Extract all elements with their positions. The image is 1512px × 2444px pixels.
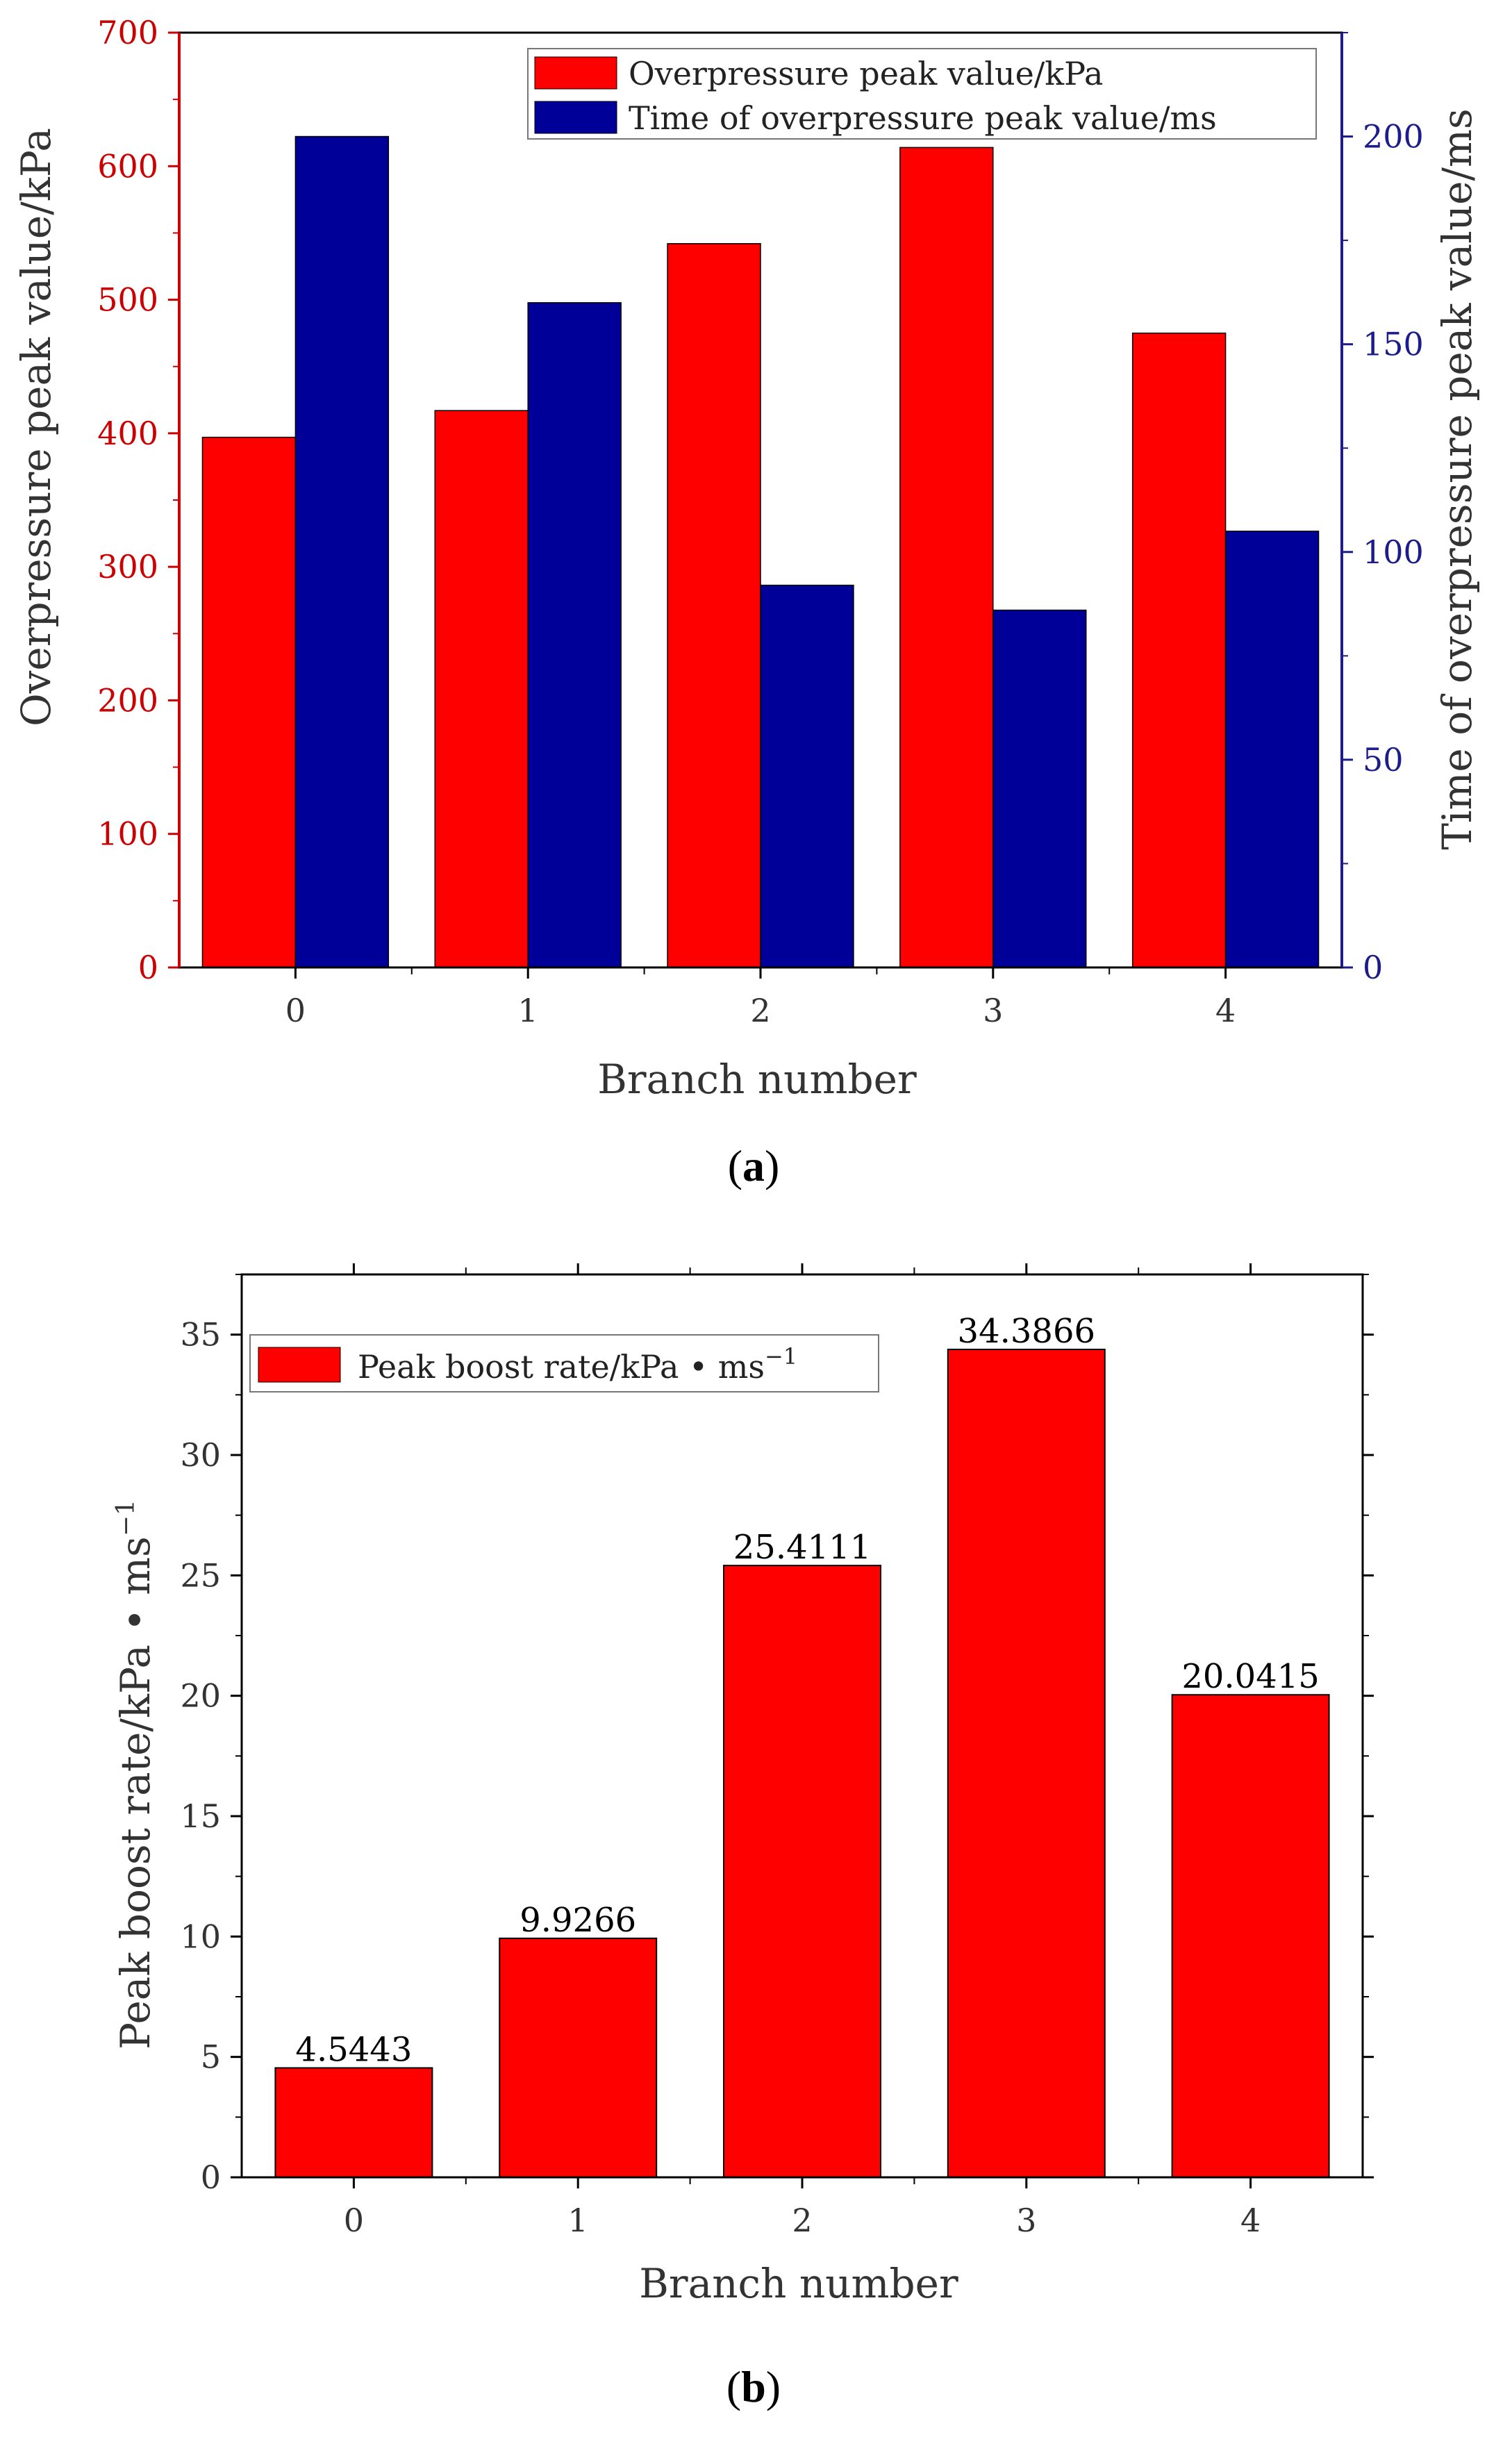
y-right-tick-label-a: 200 (1363, 118, 1424, 156)
chart-panel-b: 0 1 2 3 4 0 5 10 15 20 25 30 35 4.5443 9.9266 25.4111 3… (112, 1263, 1374, 2411)
y-right-tick-label-a: 150 (1363, 326, 1424, 363)
y-tick-label-b: 5 (201, 2038, 221, 2076)
chart-a-legend-box (527, 48, 1317, 140)
bar-overpressure-branch-0 (201, 436, 297, 968)
y-left-tick-label-a: 400 (97, 415, 158, 452)
y-left-tick-label-a: 0 (138, 949, 158, 986)
y-left-tick-label-a: 300 (97, 548, 158, 585)
bar-boost-rate-branch-2 (723, 1565, 881, 2178)
bar-boost-rate-branch-3 (947, 1348, 1106, 2178)
bar-time-branch-0 (294, 135, 390, 968)
x-tick-label-b-1: 1 (568, 2202, 588, 2239)
y-right-tick-label-a: 0 (1363, 949, 1383, 986)
bar-boost-rate-branch-0 (274, 2067, 433, 2179)
data-label-branch-0: 4.5443 (295, 2030, 412, 2069)
bar-time-branch-3 (992, 609, 1087, 968)
x-tick-label-a-4: 4 (1215, 992, 1236, 1029)
y-tick-label-b: 25 (180, 1556, 221, 1594)
y-tick-label-b: 15 (180, 1797, 221, 1835)
y-left-tick-label-a: 200 (97, 681, 158, 719)
y-tick-label-b: 10 (180, 1918, 221, 1955)
chart-b-legend-swatch (258, 1347, 341, 1383)
x-tick-label-a-3: 3 (983, 992, 1003, 1029)
bar-overpressure-branch-2 (667, 243, 761, 968)
bar-overpressure-branch-3 (899, 147, 994, 968)
chart-b-tick-labels: 0 1 2 3 4 0 5 10 15 20 25 30 35 (180, 1316, 1261, 2239)
chart-b-data-labels: 4.5443 9.9266 25.4111 34.3866 20.0415 (295, 1312, 1319, 2070)
y-left-tick-label-a: 100 (97, 815, 158, 853)
chart-a-legend: Overpressure peak value/kPa Time of over… (527, 48, 1317, 140)
bar-overpressure-branch-1 (434, 410, 529, 968)
bar-overpressure-branch-4 (1131, 332, 1227, 968)
y-left-tick-label-a: 600 (97, 147, 158, 185)
bar-boost-rate-branch-4 (1171, 1694, 1330, 2178)
chart-b-bars (274, 1348, 1330, 2179)
y-tick-label-b: 20 (180, 1677, 221, 1715)
chart-a-legend-label-time: Time of overpressure peak value/ms (629, 99, 1217, 137)
chart-a-y-axis-title-right: Time of overpressure peak value/ms (1434, 108, 1481, 850)
y-right-tick-label-a: 100 (1363, 533, 1424, 571)
data-label-branch-1: 9.9266 (520, 1901, 636, 1940)
bar-boost-rate-branch-1 (499, 1937, 658, 2179)
chart-a-legend-swatch-time (534, 101, 617, 134)
bar-time-branch-2 (760, 584, 854, 968)
y-right-tick-label-a: 50 (1363, 741, 1404, 779)
chart-b-legend-label: Peak boost rate/kPa • ms−1 (358, 1343, 797, 1386)
chart-a-tick-labels: 0 1 2 3 4 0 100 200 300 400 500 600 700 0 50 100 150 200 (97, 14, 1424, 1029)
chart-a-bars (201, 135, 1320, 968)
y-tick-label-b: 0 (201, 2159, 221, 2196)
x-tick-label-a-2: 2 (750, 992, 770, 1029)
bar-time-branch-1 (527, 302, 622, 968)
y-left-tick-label-a: 700 (97, 14, 158, 51)
chart-b-legend-box (249, 1334, 879, 1393)
chart-b-x-axis-title: Branch number (639, 2260, 958, 2307)
chart-b-frame (240, 1273, 1364, 2179)
x-tick-label-a-0: 0 (285, 992, 306, 1029)
chart-a-legend-swatch-overpressure (534, 56, 617, 90)
chart-a-panel-tag: (a) (728, 1141, 780, 1190)
chart-panel-a: 0 1 2 3 40100200300400500600700050100150200 … (13, 14, 1481, 1190)
data-label-branch-3: 34.3866 (958, 1312, 1096, 1351)
x-tick-label-a-1: 1 (518, 992, 538, 1029)
x-tick-label-b-2: 2 (792, 2202, 812, 2239)
chart-a-y-axis-title-left: Overpressure peak value/kPa (13, 128, 60, 726)
y-left-tick-label-a: 500 (97, 281, 158, 319)
y-tick-label-b: 35 (180, 1316, 221, 1354)
data-label-branch-2: 25.4111 (733, 1528, 872, 1567)
chart-b-panel-tag: (b) (726, 2362, 781, 2411)
x-tick-label-b-4: 4 (1240, 2202, 1261, 2239)
chart-a-x-axis-title: Branch number (597, 1056, 917, 1103)
chart-a-legend-label-overpressure: Overpressure peak value/kPa (629, 55, 1104, 92)
chart-b-legend: Peak boost rate/kPa • ms−1 (249, 1334, 879, 1393)
y-tick-label-b: 30 (180, 1436, 221, 1474)
chart-b-y-axis-title: Peak boost rate/kPa • ms−1 (112, 1499, 159, 2050)
bar-time-branch-4 (1224, 531, 1320, 968)
x-tick-label-b-3: 3 (1016, 2202, 1036, 2239)
data-label-branch-4: 20.0415 (1181, 1657, 1320, 1696)
x-tick-label-b-0: 0 (344, 2202, 364, 2239)
